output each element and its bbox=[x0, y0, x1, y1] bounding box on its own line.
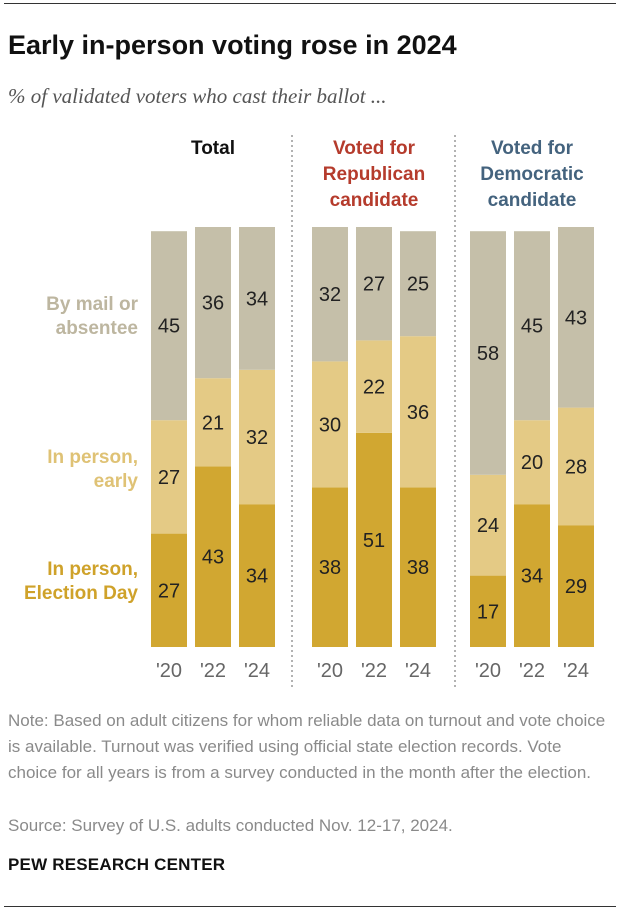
data-label-early-p2-c3: 36 bbox=[407, 402, 429, 424]
data-label-early-p3-c3: 28 bbox=[565, 456, 587, 478]
data-label-early-p2-c1: 30 bbox=[319, 414, 341, 436]
bar-election-day-p2-c3 bbox=[400, 487, 436, 647]
pew-logo-text: PEW RESEARCH CENTER bbox=[8, 855, 226, 874]
data-label-mail-p1-c3: 34 bbox=[246, 288, 268, 310]
top-rule bbox=[4, 3, 616, 4]
panel-title-2: candidate bbox=[330, 190, 419, 211]
bar-early-p3-c1 bbox=[470, 474, 506, 576]
bar-election-day-p2-c1 bbox=[312, 487, 348, 647]
bar-election-day-p3-c3 bbox=[558, 525, 594, 647]
bar-mail-p3-c3 bbox=[558, 227, 594, 408]
data-label-mail-p3-c2: 45 bbox=[521, 316, 543, 338]
bar-election-day-p3-c2 bbox=[514, 504, 550, 647]
bar-mail-p3-c1 bbox=[470, 231, 506, 475]
x-tick-label-p1-c2: '22 bbox=[200, 660, 226, 682]
chart-note: Note: Based on adult citizens for whom r… bbox=[8, 711, 606, 782]
data-label-election-day-p2-c1: 38 bbox=[319, 557, 341, 579]
data-label-election-day-p1-c2: 43 bbox=[202, 547, 224, 569]
chart-subtitle: % of validated voters who cast their bal… bbox=[8, 84, 387, 108]
bar-early-p1-c3 bbox=[239, 369, 275, 505]
bar-early-p1-c2 bbox=[195, 378, 231, 467]
data-label-election-day-p3-c3: 29 bbox=[565, 576, 587, 598]
legend-label-mail: absentee bbox=[56, 318, 138, 339]
data-label-election-day-p1-c1: 27 bbox=[158, 580, 180, 602]
bar-election-day-p1-c2 bbox=[195, 466, 231, 647]
stacked-bar-chart: By mail or absentee In person, early In pers… bbox=[24, 135, 594, 688]
x-tick-label-p3-c3: '24 bbox=[563, 660, 589, 682]
data-label-mail-p1-c1: 45 bbox=[158, 316, 180, 338]
data-label-election-day-p2-c2: 51 bbox=[363, 530, 385, 552]
bar-mail-p1-c2 bbox=[195, 227, 231, 379]
x-tick-label-p3-c1: '20 bbox=[475, 660, 501, 682]
bottom-rule bbox=[4, 906, 616, 907]
bar-early-p1-c1 bbox=[151, 420, 187, 534]
legend-label-mail: By mail or bbox=[46, 294, 138, 315]
legend-label-early: early bbox=[94, 471, 139, 492]
chart-source: Source: Survey of U.S. adults conducted … bbox=[8, 816, 453, 835]
bar-mail-p1-c3 bbox=[239, 227, 275, 370]
chart-title: Early in-person voting rose in 2024 bbox=[8, 30, 457, 60]
bar-election-day-p3-c1 bbox=[470, 575, 506, 647]
x-tick-label-p1-c3: '24 bbox=[244, 660, 270, 682]
x-tick-label-p1-c1: '20 bbox=[156, 660, 182, 682]
data-label-mail-p1-c2: 36 bbox=[202, 293, 224, 315]
data-label-mail-p2-c1: 32 bbox=[319, 284, 341, 306]
panel-title-2: Voted for bbox=[333, 138, 416, 159]
bar-election-day-p2-c2 bbox=[356, 432, 392, 647]
data-label-early-p1-c1: 27 bbox=[158, 467, 180, 489]
panel-title-2: Republican bbox=[323, 164, 425, 185]
data-label-early-p1-c3: 32 bbox=[246, 427, 268, 449]
bar-early-p2-c2 bbox=[356, 340, 392, 433]
data-label-early-p2-c2: 22 bbox=[363, 377, 385, 399]
bar-early-p3-c2 bbox=[514, 420, 550, 505]
bar-election-day-p1-c1 bbox=[151, 533, 187, 647]
panel-title-3: candidate bbox=[488, 190, 577, 211]
legend-label-election-day: Election Day bbox=[24, 583, 138, 604]
data-label-election-day-p3-c2: 34 bbox=[521, 566, 543, 588]
data-label-election-day-p2-c3: 38 bbox=[407, 557, 429, 579]
data-label-election-day-p1-c3: 34 bbox=[246, 566, 268, 588]
legend-label-election-day: In person, bbox=[47, 559, 138, 580]
data-label-election-day-p3-c1: 17 bbox=[477, 601, 499, 623]
bar-mail-p1-c1 bbox=[151, 231, 187, 421]
x-tick-label-p2-c2: '22 bbox=[361, 660, 387, 682]
bar-election-day-p1-c3 bbox=[239, 504, 275, 647]
panel-title-3: Democratic bbox=[480, 164, 584, 185]
data-label-mail-p3-c3: 43 bbox=[565, 307, 587, 329]
data-label-early-p3-c1: 24 bbox=[477, 515, 499, 537]
panel-title-1: Total bbox=[191, 138, 235, 159]
x-tick-label-p3-c2: '22 bbox=[519, 660, 545, 682]
data-label-mail-p2-c3: 25 bbox=[407, 274, 429, 296]
legend-label-early: In person, bbox=[47, 447, 138, 468]
data-label-early-p1-c2: 21 bbox=[202, 412, 224, 434]
bar-mail-p2-c2 bbox=[356, 227, 392, 341]
bar-mail-p2-c1 bbox=[312, 227, 348, 362]
data-label-mail-p3-c1: 58 bbox=[477, 343, 499, 365]
x-tick-label-p2-c3: '24 bbox=[405, 660, 431, 682]
bar-early-p2-c1 bbox=[312, 361, 348, 488]
bar-early-p3-c3 bbox=[558, 407, 594, 526]
x-tick-label-p2-c1: '20 bbox=[317, 660, 343, 682]
bar-mail-p3-c2 bbox=[514, 231, 550, 421]
data-label-mail-p2-c2: 27 bbox=[363, 274, 385, 296]
data-label-early-p3-c2: 20 bbox=[521, 452, 543, 474]
panel-title-3: Voted for bbox=[491, 138, 574, 159]
bar-mail-p2-c3 bbox=[400, 231, 436, 337]
bar-early-p2-c3 bbox=[400, 336, 436, 488]
